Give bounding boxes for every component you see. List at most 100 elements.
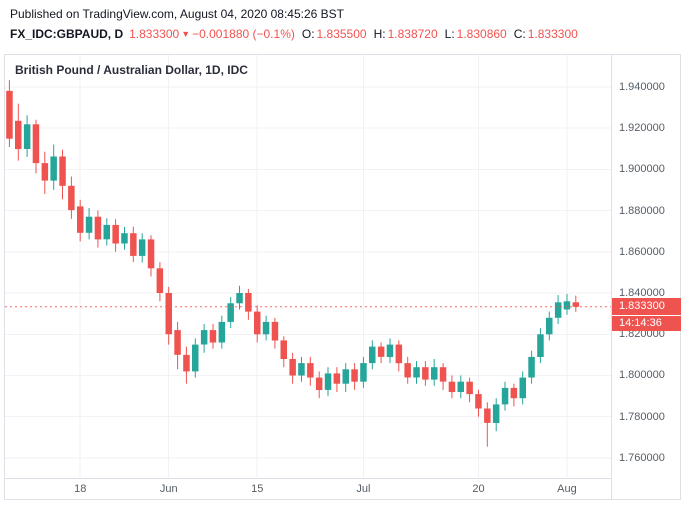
- candle-body: [183, 354, 190, 372]
- price-axis-label: 1.860000: [619, 245, 665, 258]
- price-axis-label: 1.760000: [619, 451, 665, 464]
- candle-body: [147, 239, 155, 269]
- candle-body: [85, 216, 93, 233]
- candle-body: [77, 206, 84, 233]
- high-value: 1.838720: [387, 27, 438, 41]
- candle-body: [218, 321, 226, 343]
- candle-body: [324, 373, 332, 390]
- close-value: 1.833300: [527, 27, 578, 41]
- candle-body: [236, 293, 243, 304]
- time-axis-label: Aug: [557, 483, 577, 495]
- candle-body: [59, 156, 66, 186]
- candle-body: [112, 224, 119, 244]
- last-price-label: 1.833300: [612, 298, 681, 316]
- price-axis-label: 1.840000: [619, 287, 665, 299]
- candle-body: [369, 346, 376, 364]
- published-line: Published on TradingView.com, August 04,…: [10, 7, 345, 21]
- candle-body: [572, 302, 580, 307]
- candle-body: [386, 344, 394, 357]
- candle-body: [192, 344, 199, 372]
- low-value: 1.830860: [456, 27, 507, 41]
- close-label: C:: [513, 27, 526, 41]
- candle-body: [395, 344, 403, 364]
- price-axis-label: 1.820000: [619, 328, 665, 341]
- price-axis[interactable]: 1.833300 14:14:36 1.940000 1.920000 1.9000…: [611, 55, 681, 499]
- candle-body: [439, 367, 447, 382]
- candle-body: [563, 301, 571, 310]
- high-label: H:: [373, 27, 386, 41]
- candle-body: [307, 363, 314, 378]
- time-axis-label: 18: [74, 483, 87, 495]
- candle-body: [333, 373, 341, 384]
- time-axis-label: 20: [472, 483, 485, 495]
- candle-body: [510, 387, 518, 399]
- candle-body: [254, 311, 261, 335]
- candle-body: [448, 381, 456, 392]
- open-label: O:: [301, 27, 315, 41]
- candle-body: [280, 340, 287, 359]
- candle-body: [121, 233, 128, 244]
- candle-body: [537, 334, 544, 357]
- candle-body: [209, 330, 217, 343]
- price-axis-label: 1.900000: [619, 163, 665, 176]
- candle-body: [15, 120, 22, 150]
- candle-body: [492, 404, 500, 423]
- time-axis[interactable]: 18 Jun 15 Jul 20 Aug: [5, 478, 611, 499]
- chart-plot[interactable]: [5, 55, 611, 478]
- candle-body: [68, 185, 75, 211]
- candle-body: [546, 317, 553, 335]
- down-arrow-icon: ▼: [181, 29, 191, 39]
- candle-body: [484, 408, 491, 423]
- time-axis-label: Jun: [159, 483, 178, 495]
- symbol-bar: FX_IDC:GBPAUD, D 1.833300 ▼ −0.001880 (−0.1…: [10, 27, 578, 41]
- candle-body: [519, 377, 526, 399]
- candle-body: [315, 377, 323, 390]
- candle-body: [50, 156, 57, 181]
- candle-body: [457, 381, 464, 392]
- candle-body: [41, 163, 49, 181]
- chart-widget: British Pound / Australian Dollar, 1D, I…: [4, 54, 681, 500]
- time-axis-label: 15: [251, 483, 264, 495]
- candle-body: [342, 369, 349, 384]
- candle-body: [227, 303, 234, 322]
- bar-countdown-badge: 14:14:36: [612, 315, 681, 331]
- time-axis-label: Jul: [356, 483, 371, 495]
- candle-body: [466, 381, 473, 395]
- chart-title: British Pound / Australian Dollar, 1D, I…: [15, 63, 248, 77]
- candle-body: [245, 293, 252, 312]
- candle-body: [262, 321, 270, 335]
- candle-body: [94, 216, 102, 240]
- candle-body: [200, 330, 208, 345]
- price-axis-label: 1.920000: [619, 122, 665, 134]
- price-axis-label: 1.940000: [619, 80, 665, 93]
- candle-body: [377, 346, 385, 357]
- candlestick-canvas: [5, 55, 611, 478]
- candle-body: [413, 367, 420, 378]
- candle-body: [130, 233, 137, 256]
- price-change: −0.001880 (−0.1%): [192, 27, 295, 41]
- candle-body: [528, 356, 535, 378]
- open-value: 1.835500: [316, 27, 367, 41]
- candle-body: [431, 367, 438, 380]
- candle-body: [422, 367, 429, 380]
- candle-body: [475, 394, 482, 409]
- price-axis-label: 1.800000: [619, 369, 665, 382]
- candle-body: [32, 124, 40, 164]
- price-axis-label: 1.780000: [619, 410, 665, 423]
- candle-body: [174, 330, 181, 355]
- candle-body: [138, 239, 146, 256]
- candle-body: [501, 387, 509, 405]
- candle-body: [554, 302, 562, 318]
- low-label: L:: [444, 27, 455, 41]
- price-axis-label: 1.880000: [619, 204, 665, 217]
- candle-body: [156, 268, 164, 293]
- candle-body: [404, 363, 411, 378]
- candle-body: [165, 293, 172, 335]
- candle-body: [289, 359, 296, 376]
- candle-body: [351, 369, 358, 382]
- candle-body: [103, 224, 110, 240]
- candle-body: [298, 363, 305, 376]
- last-price: 1.833300: [129, 27, 180, 41]
- candle-body: [360, 363, 367, 382]
